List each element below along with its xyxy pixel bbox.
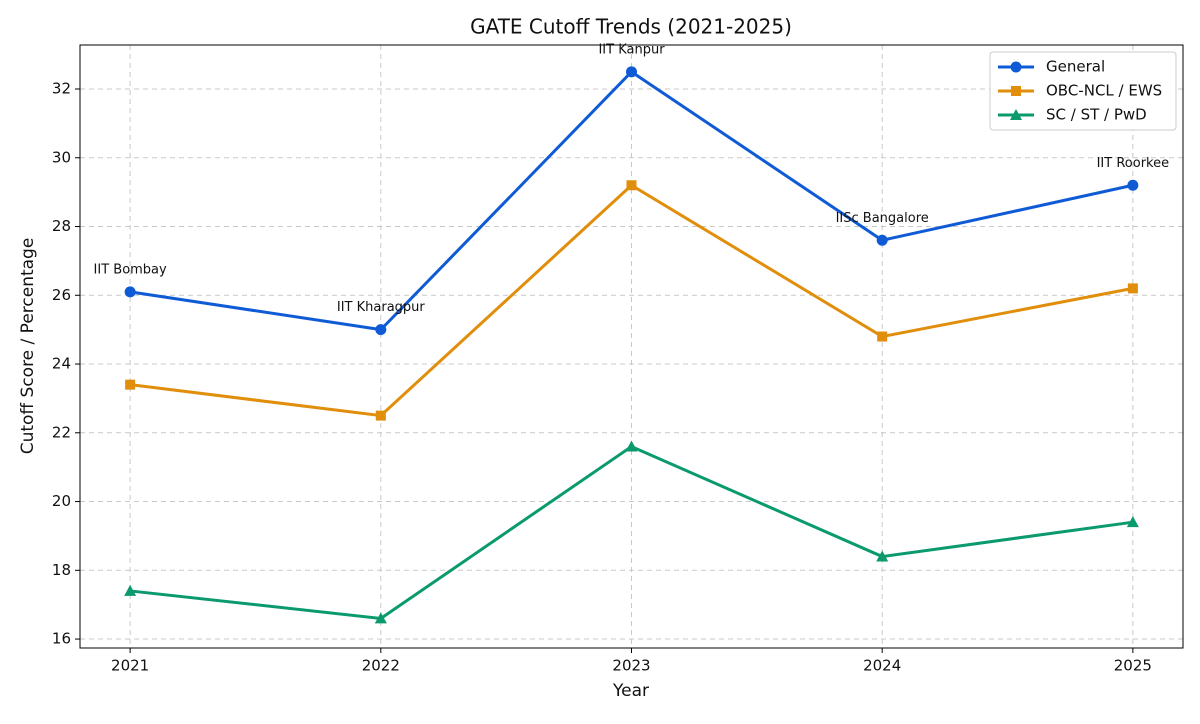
marker — [626, 180, 637, 191]
x-tick-label: 2024 — [863, 657, 901, 675]
y-tick-label: 32 — [52, 80, 71, 98]
marker — [1010, 109, 1022, 120]
y-tick-label: 22 — [52, 423, 71, 441]
legend-label: SC / ST / PwD — [1046, 106, 1147, 124]
y-tick-label: 16 — [52, 630, 71, 648]
marker — [876, 550, 889, 562]
legend: General OBC-NCL / EWS SC / ST / PwD — [989, 51, 1177, 131]
annotation: IIT Kanpur — [598, 42, 665, 57]
marker — [1011, 86, 1021, 96]
x-axis-label: Year — [612, 681, 649, 701]
legend-box — [989, 51, 1177, 131]
y-tick-label: 30 — [52, 148, 71, 166]
legend-label: General — [1046, 58, 1105, 76]
x-tick-label: 2025 — [1114, 657, 1152, 675]
marker — [375, 324, 387, 336]
marker — [125, 379, 136, 390]
annotation: IISc Bangalore — [836, 211, 929, 226]
marker — [374, 612, 387, 624]
y-axis-label: Cutoff Score / Percentage — [18, 238, 38, 455]
y-tick-label: 26 — [52, 286, 71, 304]
y-tick-label: 18 — [52, 561, 71, 579]
annotation: IIT Kharagpur — [337, 300, 426, 315]
x-tick-label: 2022 — [362, 657, 400, 675]
marker — [877, 331, 888, 342]
x-tick-label: 2023 — [612, 657, 650, 675]
marker — [1127, 283, 1138, 294]
legend-label: OBC-NCL / EWS — [1046, 82, 1162, 100]
marker — [375, 410, 386, 421]
marker — [626, 66, 637, 78]
plot-frame — [79, 44, 1184, 649]
chart-title: GATE Cutoff Trends (2021-2025) — [470, 15, 792, 39]
marker — [625, 440, 638, 452]
y-tick-label: 20 — [52, 492, 71, 510]
marker — [1126, 516, 1139, 528]
marker — [1127, 179, 1139, 191]
annotation: IIT Roorkee — [1097, 156, 1170, 171]
x-tick-label: 2021 — [111, 657, 149, 675]
y-tick-label: 28 — [52, 217, 71, 235]
y-tick-label: 24 — [52, 355, 71, 373]
annotation: IIT Bombay — [94, 262, 167, 277]
marker — [124, 286, 136, 298]
marker — [876, 234, 888, 246]
marker — [1010, 61, 1022, 73]
marker — [124, 584, 137, 596]
